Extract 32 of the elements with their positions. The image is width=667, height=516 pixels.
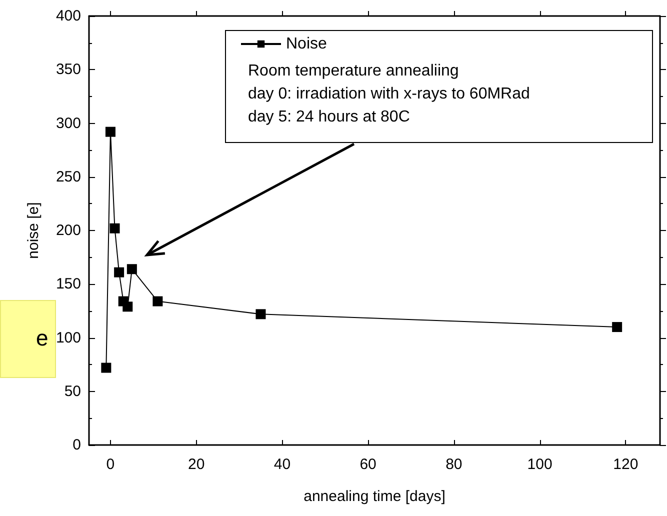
- point: [101, 362, 112, 373]
- x-tick-label: 0: [106, 456, 115, 473]
- point: [122, 302, 133, 312]
- x-tick-label: 80: [446, 456, 462, 473]
- y-tick-label: 250: [56, 168, 81, 186]
- annotation: day 0: irradiation with x-rays to 60MRad: [248, 86, 530, 102]
- point: [114, 267, 124, 278]
- y-tick-label: 400: [56, 8, 81, 24]
- x-tick-label: 100: [527, 456, 552, 473]
- x-tick-label: 40: [274, 456, 291, 473]
- y-tick-label: 200: [56, 222, 81, 239]
- point: [612, 322, 622, 332]
- y-tick-label: 50: [64, 382, 81, 400]
- point: [110, 223, 120, 234]
- point: [105, 126, 116, 137]
- annotation: Room temperature annealiing: [248, 62, 459, 80]
- legend-label: Noise: [286, 36, 328, 52]
- point: [152, 296, 163, 306]
- y-tick-label: 100: [56, 329, 81, 346]
- y-tick-label: 0: [72, 436, 81, 454]
- x-tick-label: 60: [360, 456, 376, 473]
- y-tick-label: 350: [56, 61, 81, 78]
- y-axis-title: noise [e]: [25, 202, 42, 259]
- x-axis-title: annealing time [days]: [304, 488, 446, 505]
- point: [126, 264, 137, 274]
- annotation: day 5: 24 hours at 80C: [248, 108, 410, 126]
- text: e: [36, 326, 48, 350]
- x-tick-label: 20: [188, 456, 205, 473]
- y-tick-label: 300: [56, 114, 81, 132]
- y-tick-label: 150: [56, 276, 81, 293]
- point: [256, 309, 266, 320]
- x-tick-label: 120: [613, 456, 638, 473]
